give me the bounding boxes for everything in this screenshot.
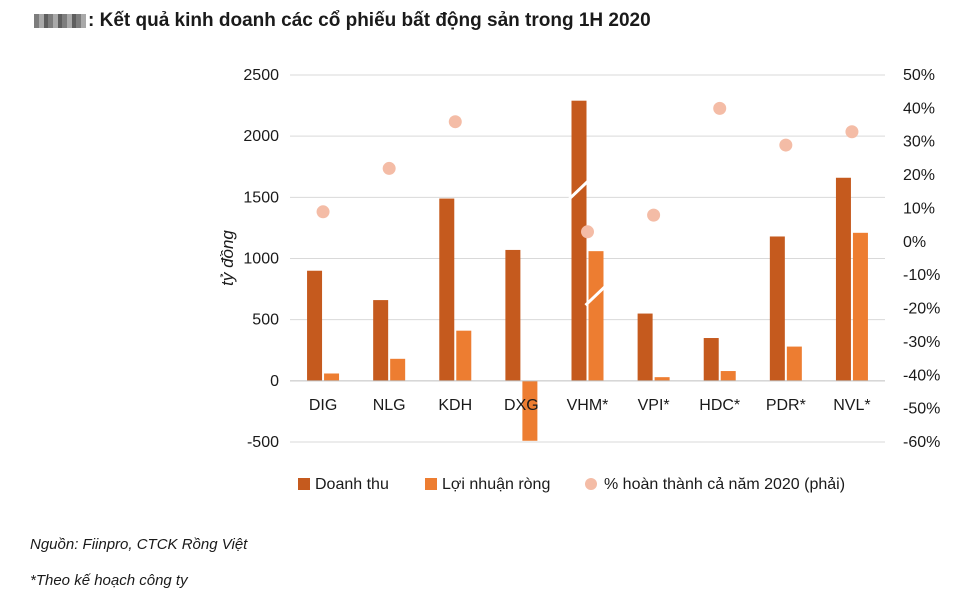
y2-tick-label: 0% (903, 234, 926, 251)
legend-swatch-profit (425, 478, 437, 490)
y-axis-label: tỷ đồng (218, 230, 237, 286)
profit-bar (588, 251, 604, 381)
y2-tick-label: -50% (903, 401, 940, 418)
category-label: PDR* (766, 397, 806, 414)
y2-tick-label: -30% (903, 334, 940, 351)
y-tick-label: 1000 (243, 251, 279, 268)
revenue-bar (703, 338, 719, 381)
legend-swatch-revenue (298, 478, 310, 490)
chart-area: 2500 2000 1500 1000 500 0 -500 50% 40% 30% 20% 10% 0… (218, 67, 940, 493)
revenue-bar (835, 177, 851, 381)
y-tick-label: 2000 (243, 128, 279, 145)
source-note: Nguồn: Fiinpro, CTCK Rồng Việt (30, 536, 248, 553)
revenue-bar (505, 249, 521, 381)
y2-tick-label: 30% (903, 134, 935, 151)
y-tick-label: 0 (270, 373, 279, 390)
category-label: KDH (438, 397, 472, 414)
profit-bar (852, 232, 868, 381)
y2-tick-label: -10% (903, 267, 940, 284)
completion-marker (845, 125, 859, 139)
y2-tick-label: 40% (903, 100, 935, 117)
y2-tick-label: 50% (903, 67, 935, 84)
revenue-bar (373, 300, 389, 381)
category-label: HDC* (699, 397, 740, 414)
category-label: NVL* (833, 397, 870, 414)
legend-label-completion: % hoàn thành cả năm 2020 (phải) (604, 476, 845, 493)
completion-marker (448, 115, 462, 129)
y-tick-label: 500 (252, 312, 279, 329)
axis-break-mark (567, 178, 591, 201)
legend-marker-completion (585, 478, 597, 490)
profit-bar (390, 358, 406, 381)
category-label: DIG (309, 397, 337, 414)
revenue-bar (637, 313, 653, 381)
completion-marker (316, 205, 330, 219)
completion-marker (713, 101, 727, 115)
category-label: NLG (373, 397, 406, 414)
legend-label-revenue: Doanh thu (315, 476, 389, 493)
profit-bar (786, 346, 802, 381)
axis-break-mark (584, 284, 608, 307)
y2-tick-label: 10% (903, 200, 935, 217)
revenue-bar (439, 198, 455, 381)
redacted-figure-label (34, 14, 86, 28)
profit-bar (456, 330, 472, 381)
y2-tick-label: 20% (903, 167, 935, 184)
category-label: VHM* (567, 397, 609, 414)
y2-tick-label: -40% (903, 367, 940, 384)
completion-marker (779, 138, 793, 152)
y2-tick-label: -20% (903, 301, 940, 318)
category-label: VPI* (638, 397, 670, 414)
completion-marker (382, 161, 396, 175)
chart-title-row: : Kết quả kinh doanh các cổ phiếu bất độ… (34, 10, 651, 32)
legend-label-profit: Lợi nhuận ròng (442, 476, 550, 493)
completion-marker (647, 208, 661, 222)
y-tick-label: -500 (247, 434, 279, 451)
y-tick-label: 1500 (243, 189, 279, 206)
y-tick-label: 2500 (243, 67, 279, 84)
y2-tick-label: -60% (903, 434, 940, 451)
profit-bar (654, 377, 670, 381)
profit-bar (522, 380, 538, 441)
profit-bar (720, 371, 736, 381)
revenue-bar (307, 270, 323, 381)
completion-marker (581, 225, 594, 239)
profit-bar (324, 373, 340, 381)
revenue-bar (571, 100, 587, 381)
chart-title: : Kết quả kinh doanh các cổ phiếu bất độ… (88, 10, 651, 31)
category-label: DXG (504, 397, 539, 414)
footnote: *Theo kế hoạch công ty (30, 572, 188, 589)
revenue-bar (769, 236, 785, 381)
